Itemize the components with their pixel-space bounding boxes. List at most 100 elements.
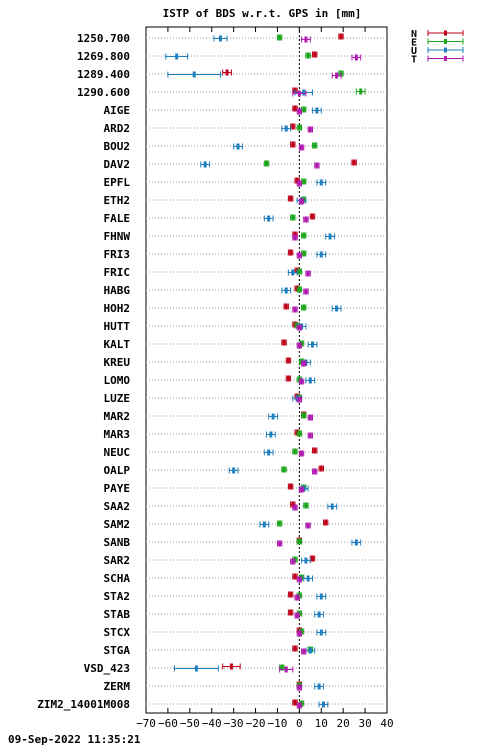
- x-tick-label: 10: [315, 717, 328, 730]
- station-label: SCHA: [104, 572, 131, 585]
- data-point: [355, 88, 366, 95]
- point-marker: [302, 648, 306, 655]
- station-label: HABG: [104, 284, 131, 297]
- data-point: [290, 558, 296, 565]
- data-point: [292, 105, 298, 112]
- data-point: [303, 216, 309, 223]
- point-marker: [297, 702, 301, 709]
- data-point: [301, 178, 307, 185]
- point-marker: [300, 198, 304, 205]
- data-point: [287, 269, 298, 276]
- point-marker: [306, 270, 310, 277]
- data-point: [301, 250, 307, 257]
- point-marker: [194, 665, 198, 672]
- data-point: [327, 503, 338, 510]
- point-marker: [300, 144, 304, 151]
- point-marker: [289, 483, 293, 490]
- point-marker: [192, 71, 196, 78]
- point-marker: [335, 305, 339, 312]
- data-point: [301, 557, 311, 564]
- data-point: [307, 414, 314, 421]
- data-point: [312, 107, 322, 114]
- point-marker: [352, 159, 356, 166]
- point-marker: [313, 51, 317, 58]
- data-point: [338, 33, 344, 40]
- point-marker: [304, 36, 308, 43]
- point-marker: [302, 412, 306, 419]
- point-marker: [302, 360, 306, 367]
- point-marker: [297, 396, 301, 403]
- point-marker: [289, 249, 293, 256]
- legend-label: T: [411, 55, 417, 66]
- point-marker: [295, 612, 299, 619]
- point-marker: [308, 377, 312, 384]
- point-marker: [311, 213, 315, 220]
- data-point: [351, 539, 362, 546]
- point-marker: [319, 629, 323, 636]
- point-marker: [293, 448, 297, 455]
- point-marker: [284, 303, 288, 310]
- point-marker: [319, 251, 323, 258]
- point-marker: [262, 521, 266, 528]
- station-label: AIGE: [104, 104, 131, 117]
- data-point: [200, 161, 211, 168]
- data-point: [165, 53, 189, 60]
- data-point: [287, 591, 294, 598]
- chart-title: ISTP of BDS w.r.t. GPS in [mm]: [163, 7, 362, 20]
- data-point: [173, 665, 219, 672]
- point-marker: [302, 178, 306, 185]
- data-point: [292, 504, 298, 511]
- data-point: [296, 430, 303, 437]
- point-marker: [297, 90, 301, 97]
- data-point: [298, 486, 305, 493]
- point-marker: [271, 413, 275, 420]
- point-marker: [289, 609, 293, 616]
- data-point: [296, 342, 303, 349]
- station-label: FALE: [104, 212, 131, 225]
- data-point: [331, 72, 342, 79]
- data-point: [298, 144, 305, 151]
- point-marker: [284, 666, 288, 673]
- point-marker: [304, 557, 308, 564]
- data-point: [318, 701, 329, 708]
- point-marker: [330, 503, 334, 510]
- station-label: VSD_423: [84, 662, 130, 675]
- point-marker: [267, 215, 271, 222]
- data-point: [263, 449, 274, 456]
- data-point: [233, 143, 243, 150]
- x-tick-label: −50: [180, 717, 200, 730]
- data-point: [290, 123, 296, 130]
- point-marker: [269, 431, 273, 438]
- point-marker: [232, 467, 236, 474]
- point-marker: [300, 378, 304, 385]
- x-tick-label: 30: [358, 717, 371, 730]
- station-label: 1289.400: [77, 68, 130, 81]
- point-marker: [297, 180, 301, 187]
- data-point: [316, 593, 327, 600]
- data-point: [314, 162, 320, 169]
- point-marker: [302, 304, 306, 311]
- data-point: [296, 396, 303, 403]
- data-point: [228, 467, 239, 474]
- point-marker: [297, 576, 301, 583]
- point-marker: [295, 594, 299, 601]
- data-point: [305, 270, 311, 277]
- station-label: SAM2: [104, 518, 131, 531]
- station-label: 1269.800: [77, 50, 130, 63]
- point-marker: [293, 504, 297, 511]
- point-marker: [282, 466, 286, 473]
- point-marker: [300, 486, 304, 493]
- point-marker: [218, 35, 222, 42]
- data-point: [296, 324, 303, 331]
- point-marker: [308, 647, 312, 654]
- data-point: [222, 69, 232, 76]
- data-point: [167, 71, 221, 78]
- data-point: [307, 126, 314, 133]
- data-point: [305, 377, 316, 384]
- point-marker: [297, 124, 301, 131]
- data-point: [296, 684, 303, 691]
- legend-marker: [444, 47, 447, 53]
- x-axis-ticks: −70 −60 −50 −40 −30 −20 −10 0 10 20 30 40: [136, 27, 394, 730]
- point-marker: [297, 108, 301, 115]
- data-point: [301, 232, 307, 239]
